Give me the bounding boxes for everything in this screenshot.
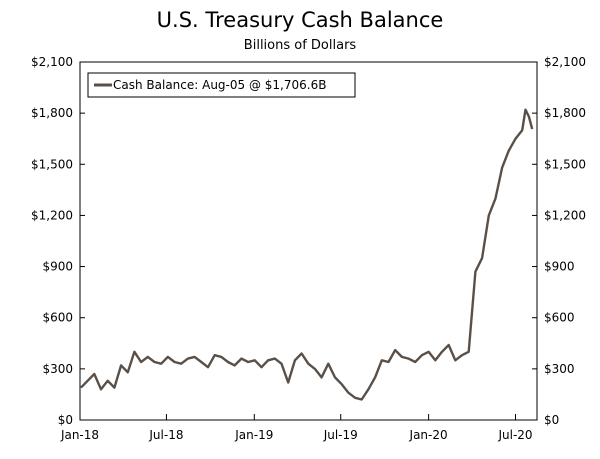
x-tick-label: Jul-20 bbox=[497, 428, 532, 442]
x-tick-label: Jan-20 bbox=[409, 428, 448, 442]
y-tick-label-right: $900 bbox=[544, 260, 575, 274]
y-tick-label-right: $0 bbox=[544, 413, 559, 427]
y-tick-label-right: $2,100 bbox=[544, 55, 586, 69]
x-tick-label: Jan-18 bbox=[60, 428, 99, 442]
legend-label: Cash Balance: Aug-05 @ $1,706.6B bbox=[113, 78, 326, 92]
y-tick-label-left: $900 bbox=[42, 260, 73, 274]
y-tick-label-right: $1,500 bbox=[544, 157, 586, 171]
y-tick-label-left: $1,800 bbox=[31, 106, 73, 120]
y-tick-label-left: $300 bbox=[42, 362, 73, 376]
y-axis-right: $0 $300 $600 $900 $1,200 $1,500 $1,800 $2,100 bbox=[532, 55, 586, 427]
y-tick-label-right: $300 bbox=[544, 362, 575, 376]
x-tick-label: Jan-19 bbox=[234, 428, 273, 442]
chart-subtitle: Billions of Dollars bbox=[243, 38, 357, 53]
x-tick-label: Jul-19 bbox=[323, 428, 358, 442]
y-axis-left: $0 $300 $600 $900 $1,200 $1,500 $1,800 $2,100 bbox=[31, 55, 85, 427]
series-group bbox=[80, 108, 534, 401]
y-tick-label-right: $600 bbox=[544, 311, 575, 325]
legend-box bbox=[87, 72, 356, 98]
x-tick-label: Jul-18 bbox=[148, 428, 183, 442]
x-axis: Jan-18 Jul-18 Jan-19 Jul-19 Jan-20 Jul-20 bbox=[60, 414, 533, 442]
legend: Cash Balance: Aug-05 @ $1,706.6B bbox=[87, 72, 356, 98]
y-tick-label-right: $1,200 bbox=[544, 208, 586, 222]
y-tick-label-left: $2,100 bbox=[31, 55, 73, 69]
y-tick-label-left: $0 bbox=[58, 413, 73, 427]
y-tick-label-left: $1,200 bbox=[31, 208, 73, 222]
y-tick-label-left: $600 bbox=[42, 311, 73, 325]
plot-area-frame bbox=[79, 61, 538, 421]
series-line-cash-balance bbox=[80, 108, 534, 401]
y-tick-label-right: $1,800 bbox=[544, 106, 586, 120]
chart-title: U.S. Treasury Cash Balance bbox=[156, 8, 444, 32]
y-tick-label-left: $1,500 bbox=[31, 157, 73, 171]
